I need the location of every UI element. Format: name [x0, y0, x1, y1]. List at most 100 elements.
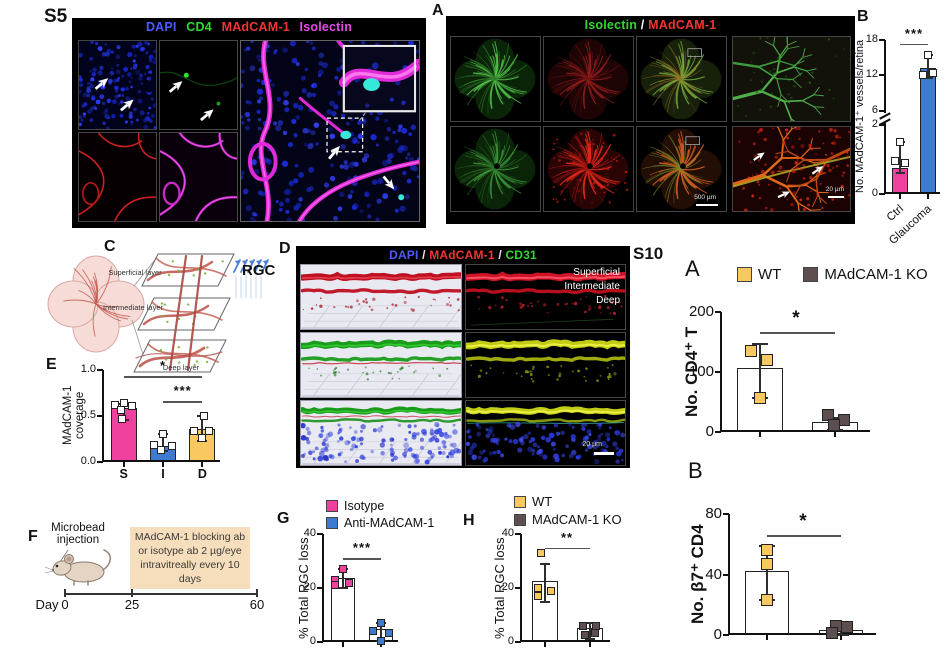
f-timeline — [64, 593, 258, 595]
panel-b-label: B — [857, 8, 869, 25]
panel-s5-label: S5 — [44, 6, 68, 27]
d-channel-header: DAPI / MAdCAM-1 / CD31 — [296, 248, 630, 262]
y-tick-label: 18 — [865, 33, 878, 45]
x-tick — [927, 194, 929, 199]
y-tick — [715, 371, 721, 373]
data-point — [580, 631, 589, 640]
error-bar — [588, 623, 591, 640]
y-tick-label: 12 — [865, 68, 878, 81]
data-point — [331, 581, 339, 590]
panel-e-label: E — [46, 356, 57, 373]
y-tick — [879, 39, 885, 41]
significance-label: * — [799, 511, 809, 533]
panel-s5-imagebox: DAPI CD4 MAdCAM-1 Isolectin — [72, 18, 426, 228]
significance-label: * — [159, 358, 167, 374]
d-madcam1-3d-white — [300, 264, 462, 330]
y-tick-label: 20 — [303, 581, 316, 593]
data-point — [924, 51, 932, 60]
significance-label: * — [792, 308, 802, 330]
f-treatment-box: MAdCAM-1 blocking ab or isotype ab 2 µg/… — [130, 527, 250, 589]
error-bar-cap — [751, 342, 768, 345]
error-bar — [342, 569, 344, 588]
x-tick — [588, 642, 591, 647]
legend-item: WT — [514, 494, 552, 509]
significance-line — [163, 401, 203, 403]
significance-label: *** — [352, 540, 372, 556]
d-cd31-madcam1-3d-black — [465, 332, 626, 398]
d-channel-madcam1: MAdCAM-1 — [429, 248, 495, 262]
c-retina-layers-diagram — [47, 253, 269, 373]
x-tick — [342, 642, 344, 647]
d-depth-superficial: Superficial — [573, 267, 620, 278]
a-glaucoma-merged-retina — [636, 126, 727, 212]
y-tick-label: 1.0 — [80, 363, 96, 375]
legend-label: MAdCAM-1 KO — [824, 266, 928, 283]
a-scalebar-500-label: 500 µm — [694, 194, 716, 201]
s5-channel-dapi: DAPI — [145, 20, 177, 34]
y-tick-label: 0.0 — [80, 455, 96, 467]
data-point — [753, 391, 766, 404]
a-ctrl-madcam1-retina — [543, 36, 634, 122]
y-tick — [515, 587, 521, 589]
error-bar-cap — [584, 638, 595, 641]
s5-channel-header: DAPI CD4 MAdCAM-1 Isolectin — [72, 20, 426, 34]
y-tick — [715, 431, 721, 433]
a-ctrl-isolectin-retina — [450, 36, 541, 122]
a-glaucoma-isolectin-retina — [450, 126, 541, 212]
error-bar — [162, 434, 164, 451]
error-bar — [758, 343, 761, 398]
significance-line — [544, 547, 590, 549]
legend-swatch — [514, 495, 526, 508]
data-point — [157, 446, 165, 455]
bar — [920, 67, 936, 192]
d-channel-dapi: DAPI — [389, 248, 419, 262]
a-glaucoma-zoom-image — [732, 126, 851, 212]
legend-label: MAdCAM-1 KO — [532, 512, 622, 527]
y-tick — [97, 415, 103, 417]
c-rgc-label: RGC — [242, 262, 276, 279]
x-tick — [833, 432, 836, 437]
y-tick — [97, 369, 103, 371]
axis-break — [881, 112, 890, 123]
data-point — [761, 557, 773, 570]
g-plot-area: 0 20 40 *** — [304, 527, 398, 647]
a-scalebar-20 — [828, 196, 844, 198]
d-scalebar — [594, 452, 614, 455]
y-tick — [317, 533, 323, 535]
legend-swatch — [514, 513, 526, 526]
d-dapi-merge-3d-black — [465, 400, 626, 466]
s10a-plot-area: 0 100 200 * — [689, 303, 870, 440]
f-mouse-icon — [44, 549, 112, 586]
data-point — [744, 345, 757, 357]
error-bar-cap — [539, 600, 550, 603]
a-ctrl-zoom-image — [732, 36, 851, 122]
data-point — [116, 405, 125, 414]
y-tick — [879, 74, 885, 77]
data-point — [578, 621, 587, 630]
data-point — [841, 621, 853, 634]
b-y-axis-label: No. MAdCAM-1⁺ vessels/retina — [854, 39, 866, 193]
x-tick — [840, 635, 842, 640]
legend-swatch — [737, 267, 752, 282]
data-point — [200, 412, 209, 420]
f-day-label: Day — [35, 597, 59, 612]
significance-line — [900, 43, 928, 46]
y-tick — [879, 193, 885, 195]
data-point — [919, 71, 927, 80]
data-point — [761, 544, 773, 557]
legend-swatch — [326, 500, 338, 512]
d-cd31-madcam1-3d-white — [300, 332, 462, 398]
significance-line — [343, 558, 381, 560]
s5-channel-cd4: CD4 — [186, 20, 212, 34]
error-bar — [201, 416, 204, 441]
x-tick — [543, 642, 546, 647]
data-point — [533, 584, 542, 592]
error-bar-cap — [539, 562, 550, 565]
y-tick — [515, 641, 521, 643]
y-tick — [317, 641, 323, 643]
d-dapi-merge-3d-white — [300, 400, 462, 466]
a-scalebar-20-label: 20 µm — [825, 186, 844, 193]
data-point — [168, 442, 176, 451]
x-tick — [758, 432, 761, 437]
d-channel-slash2: / — [498, 248, 502, 262]
